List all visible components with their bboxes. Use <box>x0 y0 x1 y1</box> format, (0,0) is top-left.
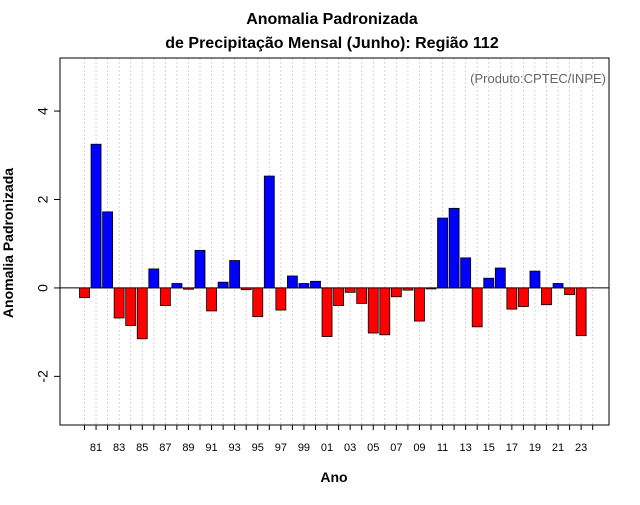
bar-87 <box>159 287 171 307</box>
y-tick-label: 2 <box>35 195 51 203</box>
x-tick-label: 81 <box>90 442 102 454</box>
bar-90 <box>194 249 206 289</box>
x-tick-label: 91 <box>205 442 217 454</box>
chart-title: Anomalia Padronizada <box>246 11 418 28</box>
bar-01 <box>321 287 333 337</box>
bar-05 <box>367 287 379 334</box>
grid-layer <box>84 58 594 425</box>
bar-03 <box>344 287 356 293</box>
bar-08 <box>402 287 414 291</box>
bar-82 <box>102 211 113 289</box>
bar-04 <box>356 287 368 304</box>
bar-19 <box>529 270 541 289</box>
x-tick-label: 85 <box>136 442 148 454</box>
bar-97 <box>275 287 287 311</box>
x-tick-label: 23 <box>575 442 587 454</box>
bar-80 <box>79 287 90 299</box>
x-tick-label: 05 <box>367 442 379 454</box>
x-tick-label: 87 <box>159 442 171 454</box>
bar-85 <box>136 287 148 340</box>
bar-12 <box>448 207 460 289</box>
bar-09 <box>414 287 425 322</box>
x-tick-label: 03 <box>344 442 356 454</box>
bar-16 <box>494 267 506 289</box>
bar-91 <box>206 287 217 312</box>
bar-84 <box>125 287 137 326</box>
bar-94 <box>240 287 252 291</box>
bar-17 <box>506 287 518 310</box>
x-tick-label: 97 <box>275 442 287 454</box>
bar-88 <box>171 283 183 289</box>
x-tick-label: 93 <box>229 442 241 454</box>
y-tick-label: 4 <box>35 107 51 115</box>
bar-00 <box>310 280 321 289</box>
x-tick-label: 07 <box>390 442 402 454</box>
bars-layer <box>79 143 587 340</box>
x-tick-label: 17 <box>506 442 518 454</box>
bar-98 <box>286 275 298 289</box>
bar-96 <box>263 175 275 289</box>
x-tick-label: 95 <box>252 442 264 454</box>
x-tick-label: 83 <box>113 442 125 454</box>
plot-frame <box>59 57 610 426</box>
x-tick-label: 13 <box>460 442 472 454</box>
bar-02 <box>333 287 345 307</box>
x-tick-label: 09 <box>413 442 425 454</box>
bar-06 <box>379 287 391 336</box>
x-tick-label: 15 <box>483 442 495 454</box>
source-annotation: (Produto:CPTEC/INPE) <box>470 71 606 86</box>
x-axis-label: Ano <box>320 469 347 485</box>
bar-81 <box>90 143 102 289</box>
x-tick-label: 19 <box>529 442 541 454</box>
y-tick-label: 0 <box>35 284 51 292</box>
bar-22 <box>564 287 575 295</box>
bar-93 <box>229 260 241 289</box>
bar-86 <box>148 268 160 289</box>
x-axis: 81 83 85 87 89 91 93 95 97 99 01 03 05 07 09 11 13 15 17 19… <box>84 425 594 454</box>
bar-11 <box>437 217 448 289</box>
chart-subtitle: de Precipitação Mensal (Junho): Região 1… <box>165 35 499 52</box>
x-tick-label: 89 <box>182 442 194 454</box>
x-tick-label: 11 <box>437 442 448 454</box>
bar-18 <box>518 287 529 307</box>
x-tick-label: 21 <box>552 442 564 454</box>
bar-23 <box>575 287 587 337</box>
x-tick-label: 99 <box>298 442 310 454</box>
bar-21 <box>552 283 564 289</box>
bar-13 <box>460 257 472 289</box>
y-tick-label: -2 <box>35 370 51 383</box>
bar-07 <box>390 287 402 298</box>
bar-10 <box>425 287 437 290</box>
bar-83 <box>113 287 125 319</box>
bar-14 <box>471 287 483 328</box>
bar-95 <box>252 287 264 318</box>
y-axis-label: Anomalia Padronizada <box>0 168 16 318</box>
bar-99 <box>298 283 310 289</box>
x-tick-label: 01 <box>321 442 333 454</box>
y-axis: -2 0 2 4 <box>35 107 60 383</box>
bar-92 <box>217 281 229 289</box>
bar-15 <box>483 277 495 289</box>
bar-89 <box>183 287 194 290</box>
bar-20 <box>541 287 552 306</box>
